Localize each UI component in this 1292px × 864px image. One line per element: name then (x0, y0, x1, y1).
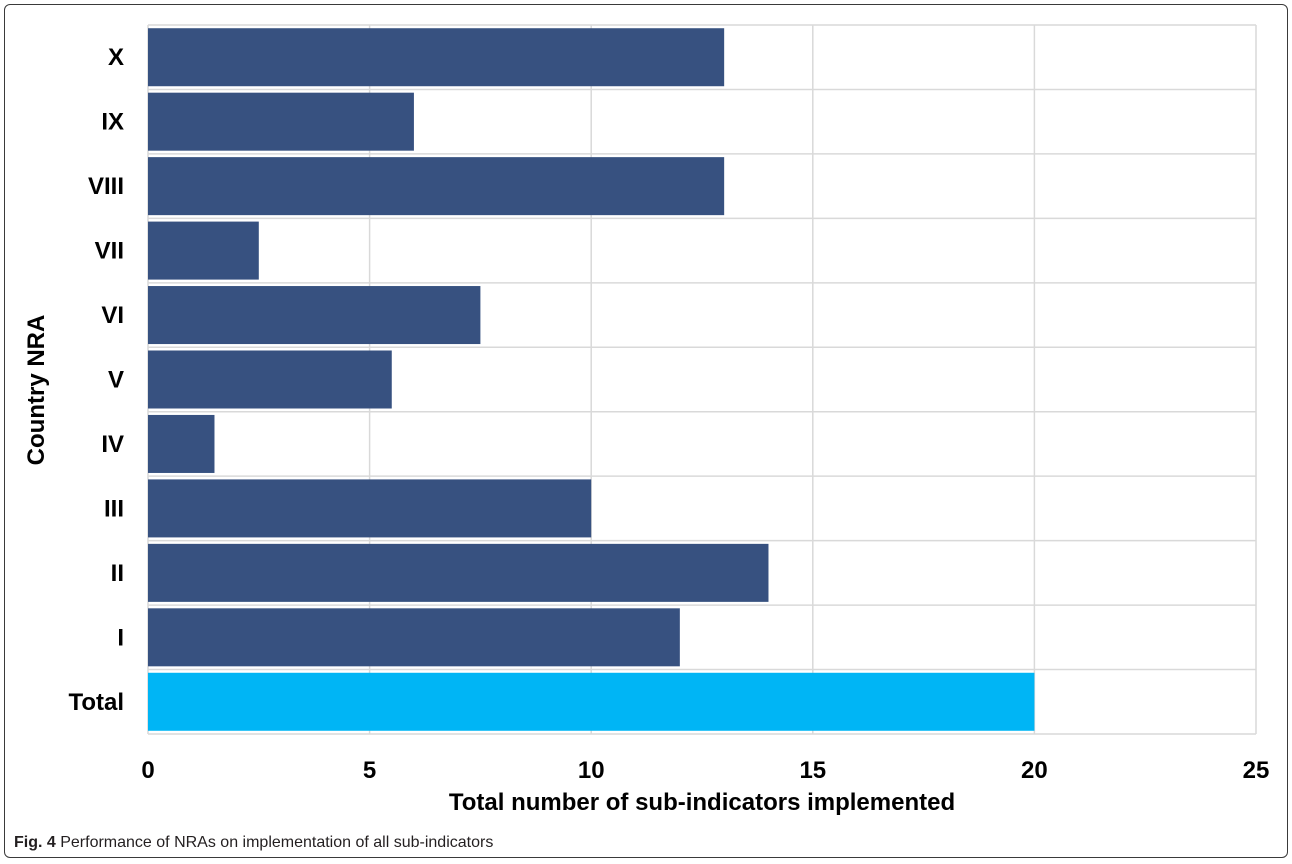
x-tick-label-5: 5 (363, 757, 376, 784)
bar-iii (148, 479, 592, 538)
bars (148, 28, 1035, 731)
y-tick-label-x: X (108, 44, 124, 71)
bar-vi (148, 286, 481, 345)
bar-viii (148, 157, 725, 216)
bar-iv (148, 414, 215, 473)
bar-x (148, 28, 725, 87)
y-tick-label-ii: II (111, 560, 124, 587)
bar-ii (148, 543, 769, 602)
x-tick-label-20: 20 (1021, 757, 1048, 784)
x-tick-label-15: 15 (799, 757, 826, 784)
bar-ix (148, 92, 414, 151)
figure-caption: Fig. 4 Performance of NRAs on implementa… (14, 834, 493, 852)
x-tick-label-0: 0 (141, 757, 154, 784)
y-tick-label-total: Total (68, 689, 124, 716)
y-tick-label-vii: VII (95, 238, 124, 265)
y-tick-label-v: V (108, 367, 124, 394)
y-tick-label-i: I (117, 624, 124, 651)
y-tick-label-ix: IX (101, 109, 124, 136)
bar-v (148, 350, 392, 409)
y-tick-label-vi: VI (101, 302, 124, 329)
caption-text: Performance of NRAs on implementation of… (60, 834, 494, 851)
x-tick-label-25: 25 (1243, 757, 1270, 784)
x-tick-labels: 0 5 10 15 20 25 (141, 757, 1269, 784)
y-axis-title: Country NRA (23, 315, 50, 466)
y-tick-label-iv: IV (101, 431, 124, 458)
y-tick-label-viii: VIII (88, 173, 124, 200)
bar-vii (148, 221, 259, 280)
x-axis-title: Total number of sub-indicators implement… (449, 789, 955, 816)
bar-i (148, 608, 680, 667)
x-tick-label-10: 10 (578, 757, 605, 784)
y-tick-label-iii: III (104, 495, 124, 522)
bar-total (148, 672, 1035, 731)
caption-label: Fig. 4 (14, 834, 56, 851)
